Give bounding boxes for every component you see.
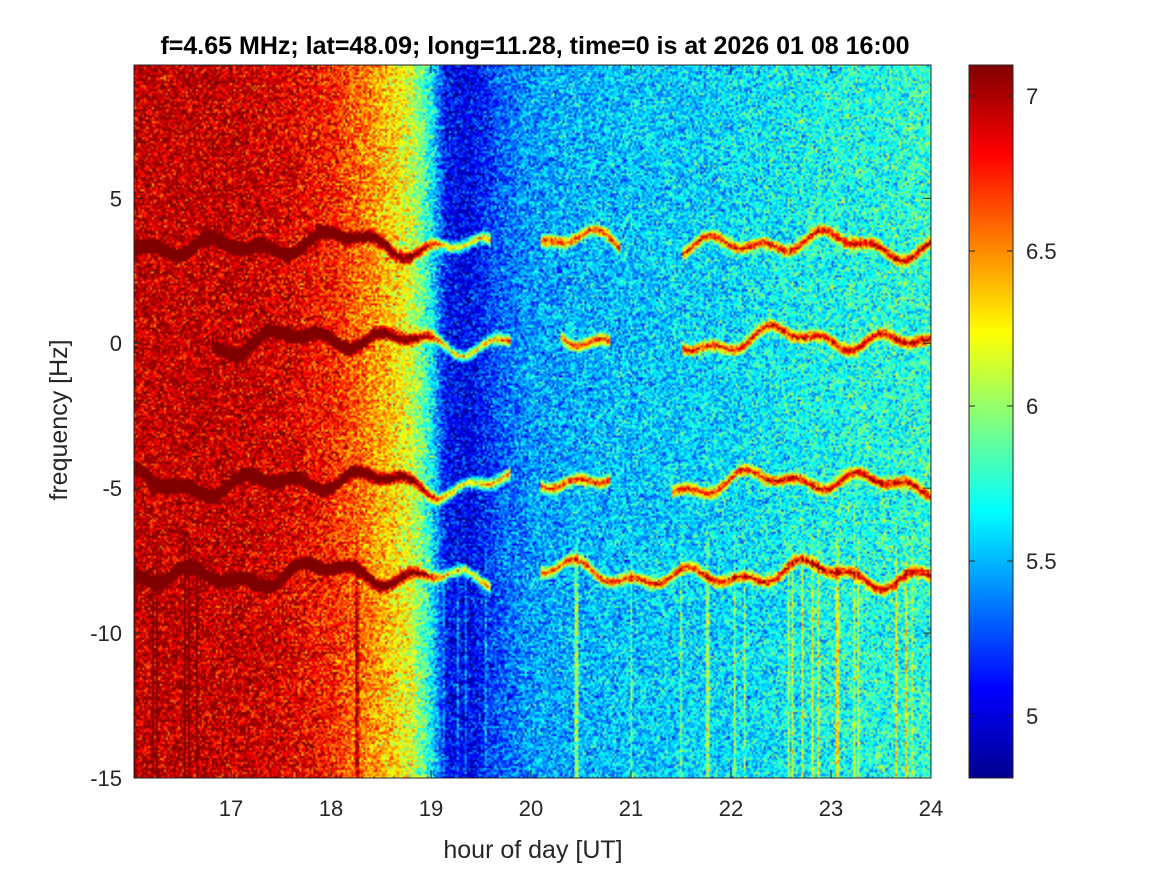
x-tick-label: 22 xyxy=(719,796,743,821)
y-tick-label: 5 xyxy=(110,186,122,211)
y-tick-label: -15 xyxy=(90,766,122,791)
chart-title: f=4.65 MHz; lat=48.09; long=11.28, time=… xyxy=(160,32,909,60)
y-tick-label: -10 xyxy=(90,621,122,646)
x-tick-label: 20 xyxy=(519,796,543,821)
spectrogram-heatmap xyxy=(134,65,931,778)
x-tick-label: 18 xyxy=(319,796,343,821)
x-tick-label: 24 xyxy=(919,796,943,821)
x-tick-label: 17 xyxy=(219,796,243,821)
colorbar-ticks: 5 5.5 6 6.5 7 xyxy=(969,84,1057,729)
colorbar xyxy=(968,64,1014,779)
colorbar-tick-label: 6.5 xyxy=(1026,239,1057,264)
x-axis-label: hour of day [UT] xyxy=(443,836,622,864)
colorbar-tick-label: 5.5 xyxy=(1026,549,1057,574)
x-tick-label: 19 xyxy=(419,796,443,821)
colorbar-tick-label: 7 xyxy=(1026,84,1038,109)
colorbar-tick-label: 5 xyxy=(1026,704,1038,729)
colorbar-tick-label: 6 xyxy=(1026,394,1038,419)
x-tick-label: 23 xyxy=(819,796,843,821)
y-axis: -15 -10 -5 0 5 xyxy=(90,186,931,791)
y-axis-label: frequency [Hz] xyxy=(45,339,73,500)
y-tick-label: -5 xyxy=(102,476,122,501)
plot-frame xyxy=(133,64,932,779)
y-tick-label: 0 xyxy=(110,331,122,356)
x-tick-label: 21 xyxy=(619,796,643,821)
x-axis: 17 18 19 20 21 22 23 24 xyxy=(219,65,943,821)
